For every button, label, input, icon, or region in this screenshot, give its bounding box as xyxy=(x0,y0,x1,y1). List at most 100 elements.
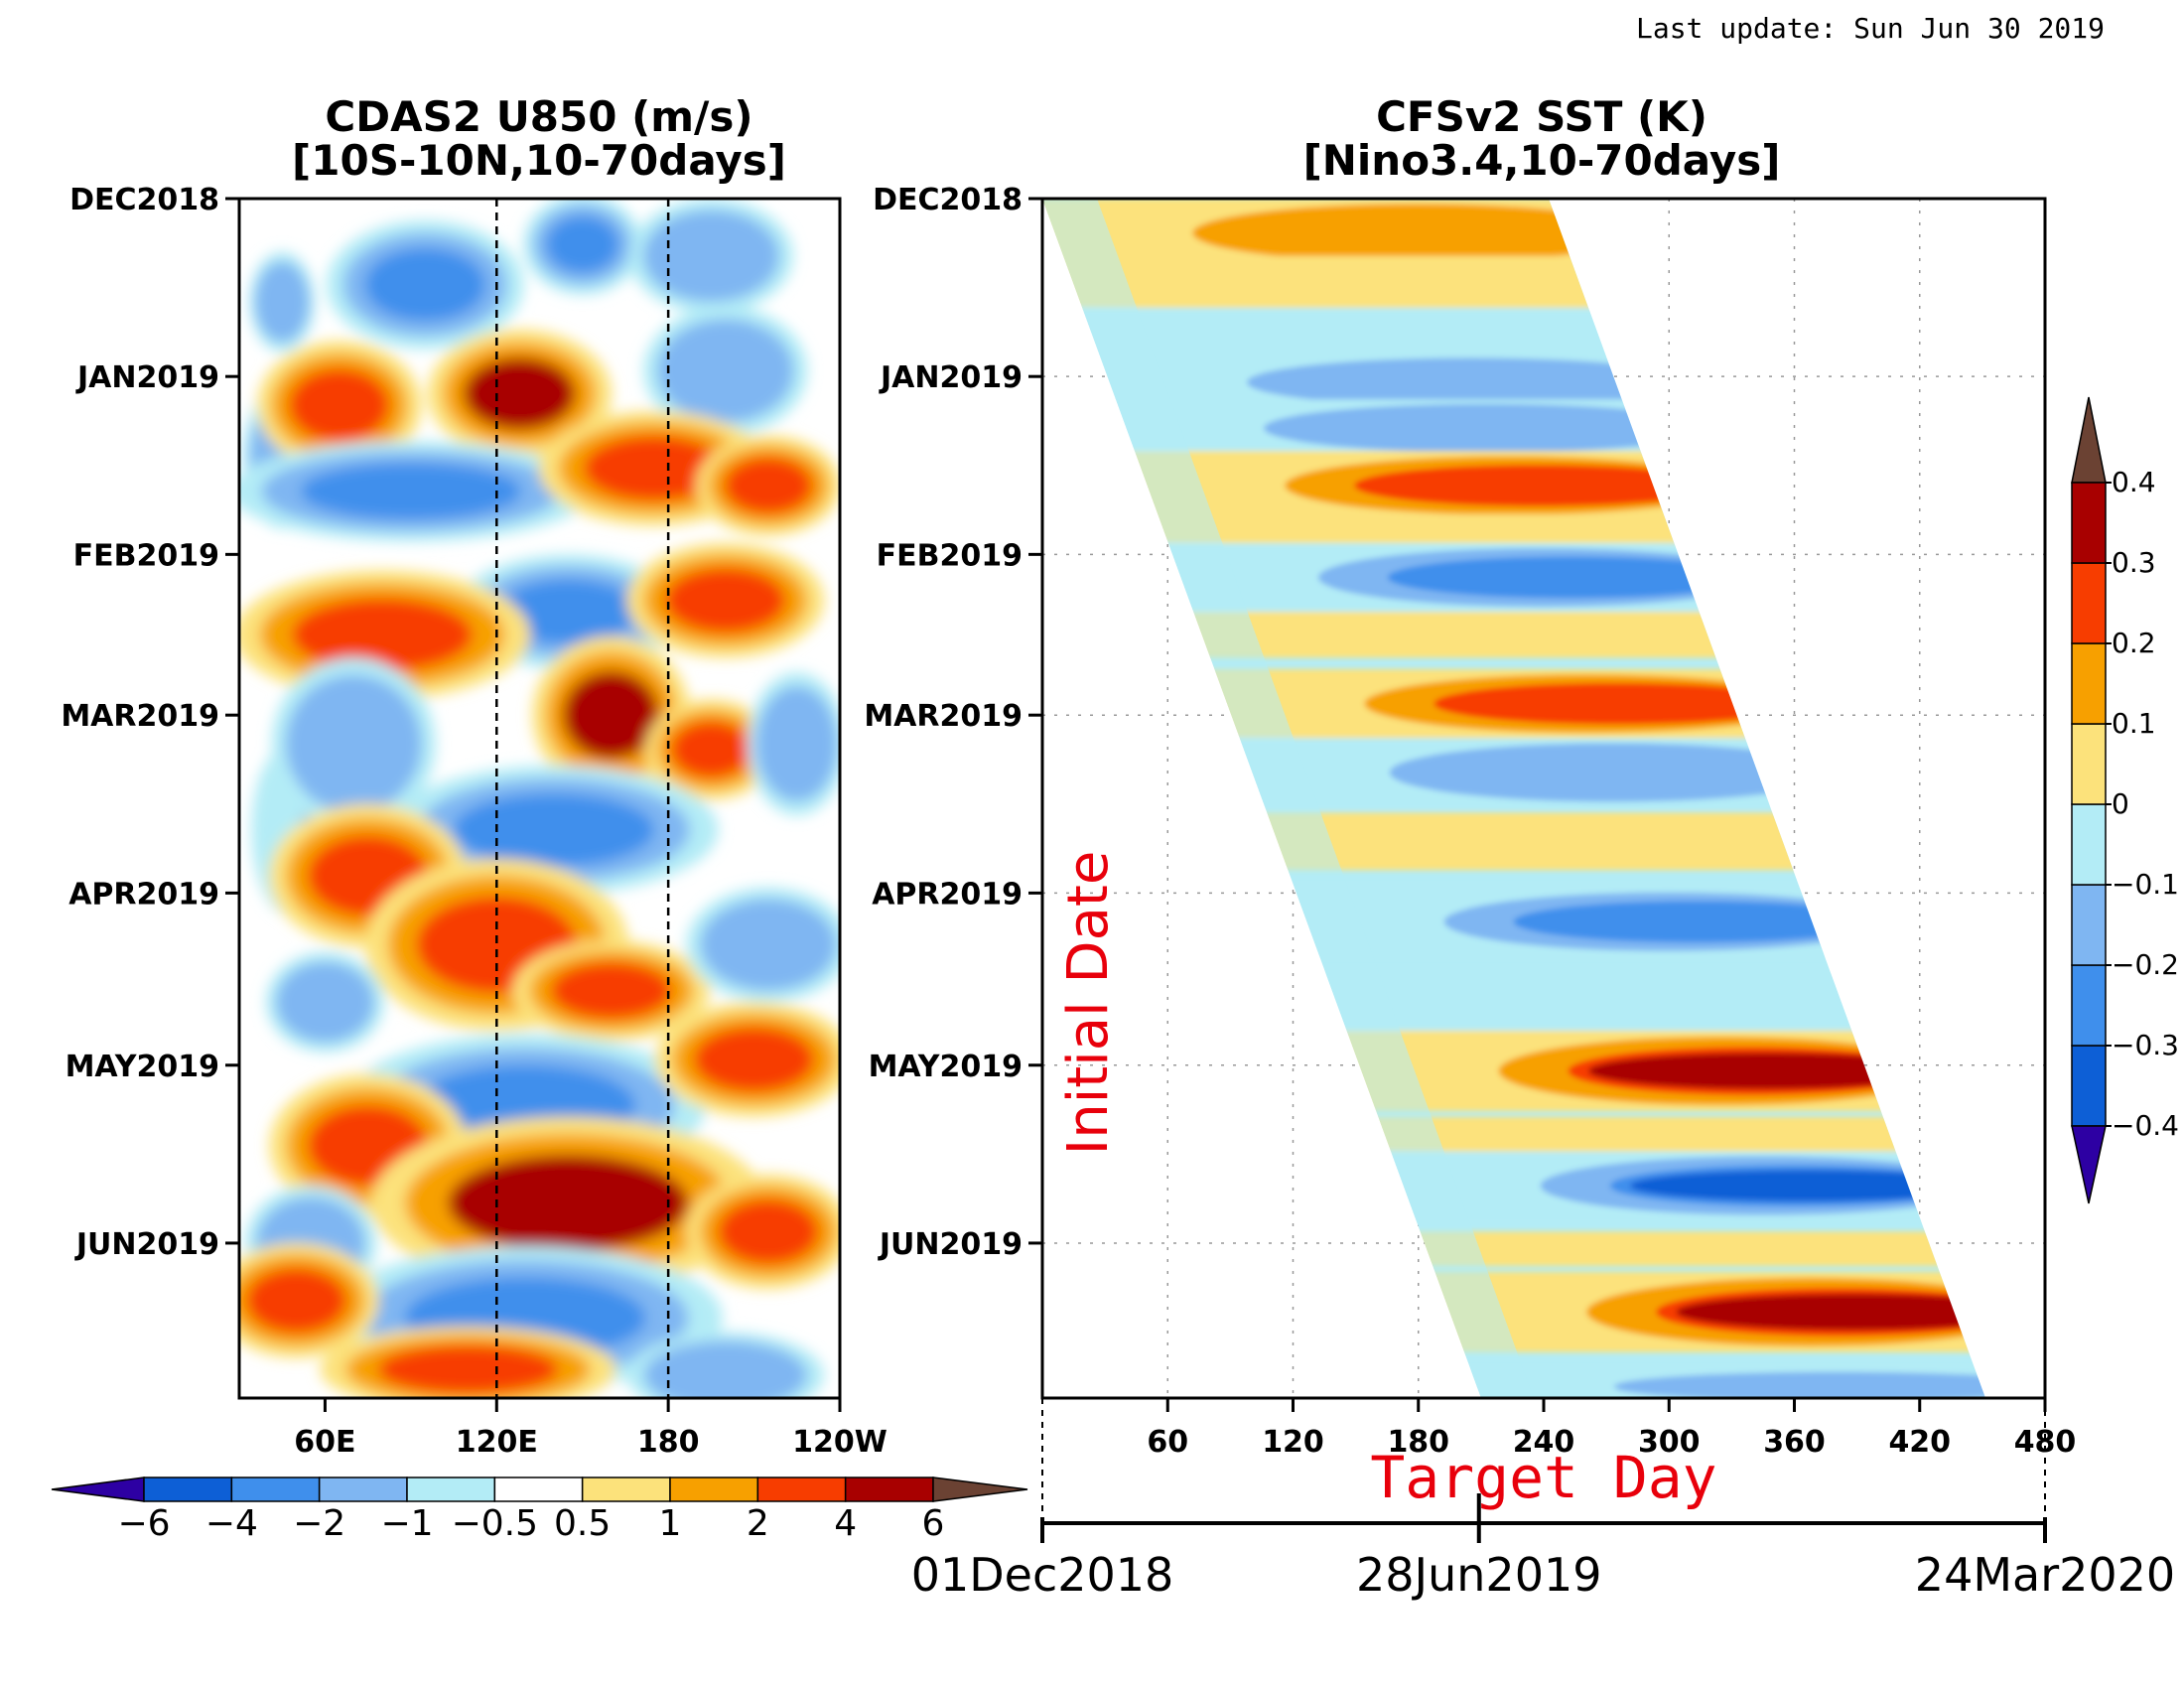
u850-colorbar-label: −4 xyxy=(205,1503,258,1544)
u850-colorbar-label: −1 xyxy=(380,1503,433,1544)
sst-short-lead-strip xyxy=(1042,199,1534,1398)
u850-anomaly xyxy=(665,568,786,633)
u850-colorbar-swatch xyxy=(844,1477,934,1502)
u850-anomaly xyxy=(364,248,485,322)
u850-colorbar-swatch xyxy=(669,1477,759,1502)
u850-colorbar-min-arrow xyxy=(51,1477,145,1502)
u850-y-tick-label: JAN2019 xyxy=(75,360,219,395)
sst-colorbar-swatch xyxy=(2071,482,2107,564)
u850-y-axis: DEC2018 JAN2019 FEB2019 MAR2019 APR2019 MAY20… xyxy=(61,183,239,1262)
u850-colorbar-label: 0.5 xyxy=(554,1503,611,1544)
u850-anomaly xyxy=(660,223,761,289)
u850-colorbar-label: 4 xyxy=(834,1503,857,1544)
u850-anomaly xyxy=(766,703,828,784)
sst-band xyxy=(1247,812,1985,871)
sst-band-peak xyxy=(1588,1053,1946,1089)
sst-band-peak xyxy=(1630,1170,1985,1201)
u850-anomaly xyxy=(665,1350,786,1398)
u850-colorbar-label: −0.5 xyxy=(452,1503,538,1544)
u850-x-tick-label: 120E xyxy=(456,1425,538,1460)
sst-band-peak xyxy=(1408,561,1766,594)
sst-y-tick-label: FEB2019 xyxy=(877,538,1023,573)
u850-anomaly xyxy=(377,1344,559,1394)
sst-colorbar-min-arrow xyxy=(2071,1125,2107,1204)
sst-band-core xyxy=(1613,1371,1985,1398)
u850-anomaly-peak xyxy=(587,689,635,741)
u850-y-tick-label: MAY2019 xyxy=(66,1050,219,1084)
sst-y-tick-label: JAN2019 xyxy=(879,360,1023,395)
u850-reference-lines xyxy=(495,199,670,1398)
u850-colorbar-label: 1 xyxy=(659,1503,682,1544)
u850-y-tick-label: JUN2019 xyxy=(74,1227,219,1262)
u850-y-tick-label: DEC2018 xyxy=(69,183,219,217)
u850-anomaly xyxy=(724,457,813,514)
sst-colorbar-swatch xyxy=(2071,884,2107,966)
u850-colorbar-swatch xyxy=(230,1477,321,1502)
u850-anomaly xyxy=(292,598,473,671)
u850-anomaly xyxy=(300,463,521,520)
sst-y-axis-label: Initial Date xyxy=(1056,851,1121,1156)
u850-anomaly xyxy=(546,215,619,273)
u850-anomaly xyxy=(584,436,725,501)
u850-x-tick-label: 180 xyxy=(637,1425,700,1460)
u850-anomaly xyxy=(497,579,638,644)
u850-colorbar: −6 −4 −2 −1 −0.5 0.5 1 2 4 6 xyxy=(51,1477,1028,1544)
sst-y-tick-label: APR2019 xyxy=(872,877,1023,912)
sst-band xyxy=(1043,255,1799,314)
u850-colorbar-label: −6 xyxy=(117,1503,170,1544)
sst-date-label: 01Dec2018 xyxy=(911,1548,1174,1602)
sst-y-tick-label: DEC2018 xyxy=(873,183,1023,217)
sst-band-core xyxy=(1433,682,1803,725)
sst-band-core xyxy=(1389,743,1838,802)
sst-title: CFSv2 SST (K) xyxy=(1376,92,1707,141)
sst-x-tick-label: 180 xyxy=(1387,1425,1449,1460)
sst-x-tick-label: 60 xyxy=(1147,1425,1188,1460)
sst-colorbar-swatch xyxy=(2071,723,2107,805)
u850-colorbar-max-arrow xyxy=(932,1477,1028,1502)
last-update: Last update: Sun Jun 30 2019 xyxy=(1636,12,2105,45)
u850-anomaly xyxy=(289,368,390,442)
u850-anomaly xyxy=(303,695,404,792)
sst-colorbar-label: 0.1 xyxy=(2112,707,2156,740)
sst-date-label: 24Mar2020 xyxy=(1915,1548,2175,1602)
sst-panel: CFSv2 SST (K) [Nino3.4,10-70days] DEC201… xyxy=(864,92,2179,1602)
sst-band-core xyxy=(1263,403,1712,453)
sst-colorbar-label: −0.4 xyxy=(2112,1109,2179,1142)
sst-band-core xyxy=(1192,204,1641,263)
sst-colorbar-max-arrow xyxy=(2071,396,2107,484)
sst-colorbar-swatch xyxy=(2071,964,2107,1047)
sst-colorbar-label: 0.4 xyxy=(2112,466,2156,498)
u850-colorbar-swatch xyxy=(406,1477,496,1502)
sst-colorbar-swatch xyxy=(2071,562,2107,644)
u850-anomaly xyxy=(694,1027,815,1092)
u850-y-tick-label: FEB2019 xyxy=(73,538,219,573)
u850-anomaly xyxy=(454,793,654,867)
sst-colorbar-label: 0.2 xyxy=(2112,627,2156,659)
sst-y-axis: DEC2018 JAN2019 FEB2019 MAR2019 APR2019 MAY20… xyxy=(864,183,1042,1262)
sst-band-core xyxy=(1354,465,1723,506)
u850-colorbar-swatch xyxy=(143,1477,233,1502)
sst-y-tick-label: MAY2019 xyxy=(869,1050,1023,1084)
sst-heatmap xyxy=(1042,199,1985,1398)
u850-subtitle: [10S-10N,10-70days] xyxy=(292,136,786,185)
sst-band-core xyxy=(1247,357,1696,407)
u850-panel: CDAS2 U850 (m/s) [10S-10N,10-70days] DEC… xyxy=(51,92,1028,1544)
u850-colorbar-label: 6 xyxy=(922,1503,945,1544)
sst-colorbar-label: 0 xyxy=(2112,787,2129,820)
sst-y-tick-label: JUN2019 xyxy=(878,1227,1023,1262)
u850-anomaly xyxy=(551,962,672,1019)
sst-x-axis: 60 120 180 240 300 360 420 480 xyxy=(1147,1398,2076,1460)
u850-title: CDAS2 U850 (m/s) xyxy=(325,92,752,141)
sst-band xyxy=(1358,1116,1985,1152)
sst-x-axis-label: Target Day xyxy=(1370,1444,1716,1511)
u850-anomaly xyxy=(262,273,303,331)
u850-x-tick-label: 120W xyxy=(792,1425,887,1460)
sst-subtitle: [Nino3.4,10-70days] xyxy=(1303,136,1781,185)
u850-anomaly-peak xyxy=(507,1175,628,1231)
sst-band-core xyxy=(1513,901,1882,943)
u850-colorbar-swatch xyxy=(756,1477,847,1502)
sst-band xyxy=(1400,1231,1985,1267)
sst-x-tick-label: 360 xyxy=(1763,1425,1826,1460)
u850-anomaly xyxy=(718,1199,819,1264)
sst-x-tick-label: 480 xyxy=(2014,1425,2077,1460)
